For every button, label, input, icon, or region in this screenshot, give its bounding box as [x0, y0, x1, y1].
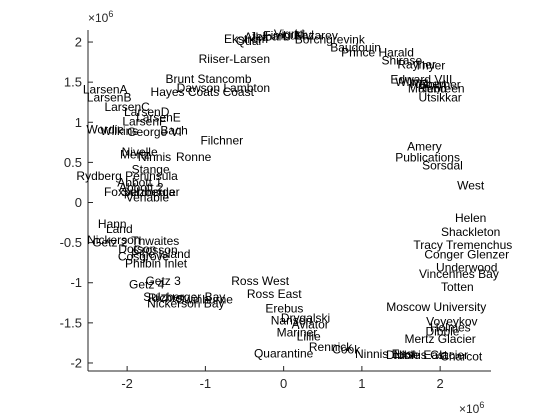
point-label: Totten [441, 280, 474, 294]
point-label: West [457, 179, 485, 193]
point-label: Philbin Inlet [125, 256, 188, 270]
point-label: Ross East [247, 287, 302, 301]
y-tick-label: -1 [70, 275, 82, 290]
x-tick-label: 1 [358, 376, 365, 391]
point-label: Quarantine [254, 346, 314, 360]
point-label: Filchner [200, 134, 243, 148]
y-tick-label: 1 [75, 115, 82, 130]
x-tick-label: 0 [280, 376, 287, 391]
point-label: Utsikkar [418, 90, 461, 104]
point-label: Venable [126, 191, 170, 205]
x-exponent-label: ×106 [459, 400, 484, 416]
data-labels: FimbulJelbartAtkaEkstromQuarVigridNivlLa… [76, 27, 512, 364]
y-exponent-label: ×106 [88, 9, 113, 25]
y-tick-label: -0.5 [60, 235, 82, 250]
point-label: Dibble East [386, 348, 448, 362]
x-tick-label: -2 [121, 376, 133, 391]
x-tick-label: 2 [437, 376, 444, 391]
point-label: Bach [160, 123, 187, 137]
y-tick-label: 0.5 [64, 155, 82, 170]
point-label: Riiser-Larsen [199, 52, 270, 66]
y-tick-label: 0 [75, 195, 82, 210]
y-tick-label: -1.5 [60, 315, 82, 330]
x-tick-label: -1 [200, 376, 212, 391]
y-tick-label: -2 [70, 355, 82, 370]
point-label: Helen [455, 211, 486, 225]
point-label: Mertz Glacier [404, 332, 475, 346]
point-label: Sorsdal [422, 159, 463, 173]
point-label: Thyer [415, 58, 446, 72]
y-tick-label: 1.5 [64, 75, 82, 90]
point-label: Moscow University [386, 300, 486, 314]
point-label: Ronne [176, 150, 212, 164]
y-tick-label: 2 [75, 35, 82, 50]
point-label: Hayes Coats Coast [151, 85, 255, 99]
point-label: Nickerson Bay [147, 297, 224, 311]
point-label: Quar [236, 34, 263, 48]
